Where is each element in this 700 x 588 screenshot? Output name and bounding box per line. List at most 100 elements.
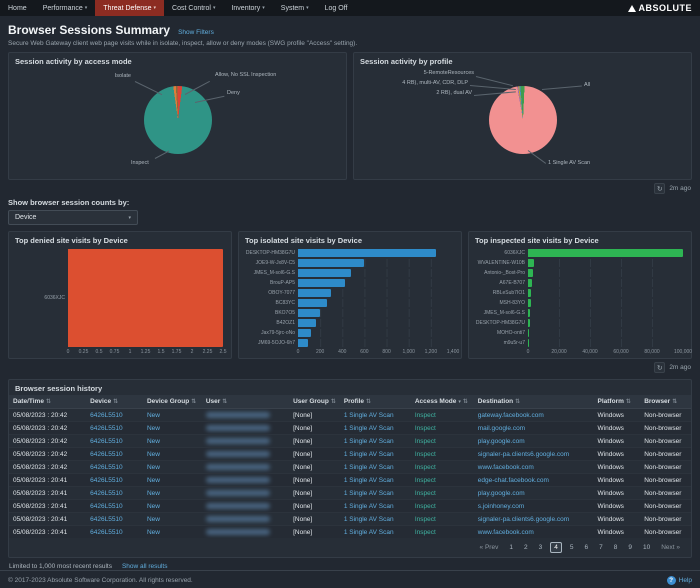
nav-item-cost-control[interactable]: Cost Control ▾: [164, 0, 223, 16]
table-row[interactable]: 05/08/2023 : 20:41 6426L5510 New [None] 1 Si…: [9, 525, 691, 538]
cell-text-device_group[interactable]: New: [146, 424, 160, 432]
cell-text-device_group[interactable]: New: [146, 411, 160, 419]
bar-desktop-hm38g7u[interactable]: [528, 319, 530, 327]
bar-moho-onti7[interactable]: [528, 329, 530, 337]
sort-icon[interactable]: ⇅: [625, 399, 631, 405]
column-header-access-mode[interactable]: Access Mode ▾ ⇅: [410, 395, 474, 409]
cell-text-profile[interactable]: 1 Single AV Scan: [343, 476, 394, 484]
bar-6036xjc[interactable]: [68, 249, 223, 347]
help-widget[interactable]: ? Help: [666, 576, 692, 585]
page-button-3[interactable]: 3: [538, 544, 543, 551]
page-button-10[interactable]: 10: [642, 544, 651, 551]
bar-jax79-5jrc-ono[interactable]: [298, 329, 312, 337]
cell-text-device_group[interactable]: New: [146, 476, 160, 484]
cell-text-device[interactable]: 6426L5510: [90, 489, 123, 497]
cell-text-destination[interactable]: www.facebook.com: [477, 528, 534, 536]
cell-text-device[interactable]: 6426L5510: [90, 411, 123, 419]
sort-icon[interactable]: ⇅: [366, 399, 372, 405]
bar-jmes-m-sol6-g-s[interactable]: [298, 269, 352, 277]
cell-text-device[interactable]: 6426L5510: [90, 450, 123, 458]
nav-item-performance[interactable]: Performance ▾: [35, 0, 96, 16]
page-button-7[interactable]: 7: [599, 544, 603, 551]
bar-6036xjc[interactable]: [528, 249, 683, 257]
bar-jm69-5ojo-6h7[interactable]: [298, 339, 308, 347]
cell-text-device[interactable]: 6426L5510: [90, 463, 123, 471]
profile-pie-chart[interactable]: [488, 86, 557, 154]
next-page-button[interactable]: Next »: [661, 544, 680, 551]
page-button-6[interactable]: 6: [584, 544, 589, 551]
sort-icon[interactable]: ⇅: [330, 399, 336, 405]
refresh-icon[interactable]: ↻: [654, 183, 666, 194]
nav-item-log-off[interactable]: Log Off: [317, 0, 356, 16]
cell-text-profile[interactable]: 1 Single AV Scan: [343, 528, 394, 536]
column-header-destination[interactable]: Destination ⇅: [473, 395, 594, 409]
bar-m9u5r-u7[interactable]: [528, 339, 530, 347]
bar-msh-83yo[interactable]: [528, 299, 531, 307]
cell-text-destination[interactable]: play.google.com: [477, 489, 525, 497]
bar-broup-ap5[interactable]: [298, 279, 345, 287]
table-row[interactable]: 05/08/2023 : 20:42 6426L5510 New [None] 1 Si…: [9, 408, 691, 422]
cell-text-destination[interactable]: mail.google.com: [477, 424, 526, 432]
cell-text-device_group[interactable]: New: [146, 437, 160, 445]
page-button-4[interactable]: 4: [550, 542, 562, 553]
prev-page-button[interactable]: « Prev: [479, 544, 499, 551]
cell-text-device[interactable]: 6426L5510: [90, 528, 123, 536]
nav-item-home[interactable]: Home: [0, 0, 35, 16]
sort-icon[interactable]: ⇅: [222, 399, 228, 405]
column-header-date-time[interactable]: Date/Time ⇅: [9, 395, 87, 409]
bar-joe9-w-jx8v-c5[interactable]: [298, 259, 365, 267]
bar-a67e-b707[interactable]: [528, 279, 533, 287]
cell-text-device_group[interactable]: New: [146, 450, 160, 458]
cell-text-device[interactable]: 6426L5510: [90, 424, 123, 432]
refresh-icon[interactable]: ↻: [654, 362, 666, 373]
cell-text-device_group[interactable]: New: [146, 463, 160, 471]
column-header-browser[interactable]: Browser ⇅: [640, 395, 691, 409]
table-row[interactable]: 05/08/2023 : 20:41 6426L5510 New [None] 1 Si…: [9, 512, 691, 526]
column-header-device-group[interactable]: Device Group ⇅: [142, 395, 202, 409]
cell-text-device[interactable]: 6426L5510: [90, 502, 123, 510]
sort-icon[interactable]: ⇅: [113, 399, 119, 405]
bar-oboy-7077[interactable]: [298, 289, 332, 297]
show-all-results-link[interactable]: Show all results: [121, 563, 168, 570]
filter-caret-icon[interactable]: ▾: [458, 399, 461, 405]
cell-text-destination[interactable]: signaler-pa.clients6.google.com: [477, 515, 570, 523]
page-button-9[interactable]: 9: [628, 544, 632, 551]
table-row[interactable]: 05/08/2023 : 20:42 6426L5510 New [None] 1 Si…: [9, 434, 691, 448]
bar-bko7o5[interactable]: [298, 309, 321, 317]
cell-text-profile[interactable]: 1 Single AV Scan: [343, 424, 394, 432]
nav-item-threat-defense[interactable]: Threat Defense ▾: [95, 0, 165, 16]
column-header-user-group[interactable]: User Group ⇅: [289, 395, 340, 409]
cell-text-profile[interactable]: 1 Single AV Scan: [343, 502, 394, 510]
counts-by-dropdown[interactable]: Device ▾: [8, 210, 138, 225]
help-link[interactable]: Help: [678, 577, 692, 584]
bar-antonio-bost-pro[interactable]: [528, 269, 534, 277]
column-header-user[interactable]: User ⇅: [201, 395, 290, 409]
cell-text-profile[interactable]: 1 Single AV Scan: [343, 411, 394, 419]
access-mode-pie-chart[interactable]: [143, 86, 212, 154]
table-row[interactable]: 05/08/2023 : 20:41 6426L5510 New [None] 1 Si…: [9, 473, 691, 487]
table-row[interactable]: 05/08/2023 : 20:42 6426L5510 New [None] 1 Si…: [9, 460, 691, 474]
table-row[interactable]: 05/08/2023 : 20:41 6426L5510 New [None] 1 Si…: [9, 499, 691, 513]
cell-text-profile[interactable]: 1 Single AV Scan: [343, 489, 394, 497]
bar-b42oz1[interactable]: [298, 319, 316, 327]
bar-desktop-hm38g7u[interactable]: [298, 249, 437, 257]
sort-icon[interactable]: ⇅: [672, 399, 678, 405]
nav-item-system[interactable]: System ▾: [273, 0, 317, 16]
page-button-2[interactable]: 2: [523, 544, 528, 551]
cell-text-profile[interactable]: 1 Single AV Scan: [343, 437, 394, 445]
cell-text-device[interactable]: 6426L5510: [90, 515, 123, 523]
cell-text-profile[interactable]: 1 Single AV Scan: [343, 515, 394, 523]
column-header-platform[interactable]: Platform ⇅: [593, 395, 641, 409]
table-row[interactable]: 05/08/2023 : 20:42 6426L5510 New [None] 1 Si…: [9, 447, 691, 461]
page-button-1[interactable]: 1: [509, 544, 513, 551]
bar-rblesub7io1[interactable]: [528, 289, 532, 297]
cell-text-device_group[interactable]: New: [146, 515, 160, 523]
cell-text-destination[interactable]: www.facebook.com: [477, 463, 534, 471]
cell-text-destination[interactable]: gateway.facebook.com: [477, 411, 544, 419]
sort-icon[interactable]: ⇅: [191, 399, 197, 405]
cell-text-device_group[interactable]: New: [146, 502, 160, 510]
bar-wvalentine-w10b[interactable]: [528, 259, 535, 267]
bar-jmes-m-sol6-g-s[interactable]: [528, 309, 531, 317]
sort-icon[interactable]: ⇅: [45, 399, 51, 405]
cell-text-destination[interactable]: play.google.com: [477, 437, 525, 445]
